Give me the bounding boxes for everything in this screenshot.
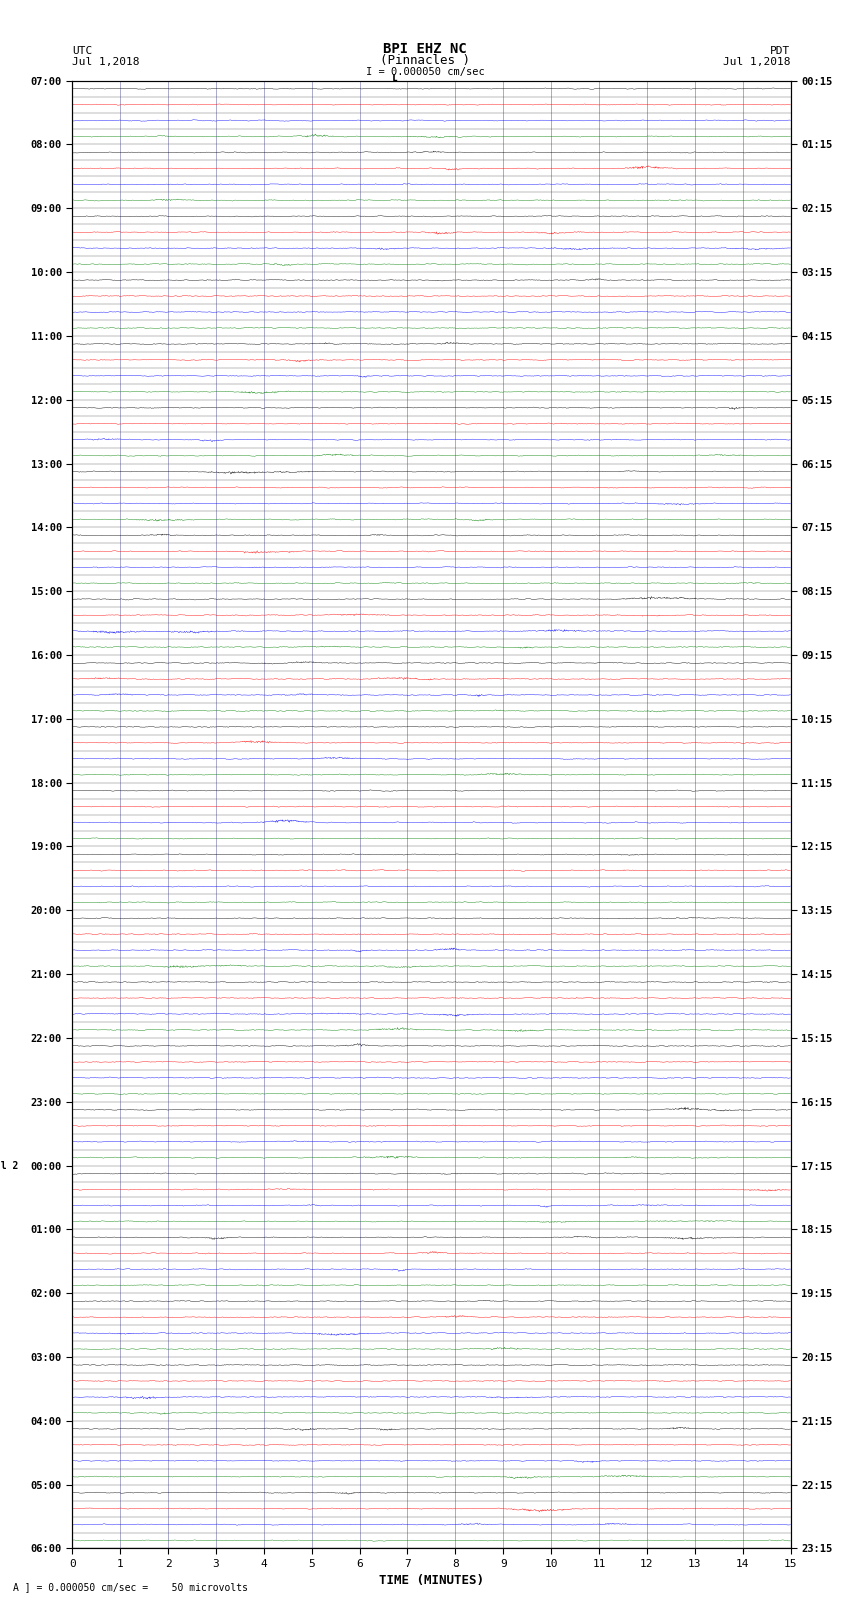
Text: Jul 1,2018: Jul 1,2018	[723, 56, 791, 66]
Text: UTC: UTC	[72, 45, 93, 56]
Text: Jul 1,2018: Jul 1,2018	[72, 56, 139, 66]
Text: BPI EHZ NC: BPI EHZ NC	[383, 42, 467, 56]
X-axis label: TIME (MINUTES): TIME (MINUTES)	[379, 1574, 484, 1587]
Text: Jul 2: Jul 2	[0, 1161, 19, 1171]
Text: A ] = 0.000050 cm/sec =    50 microvolts: A ] = 0.000050 cm/sec = 50 microvolts	[13, 1582, 247, 1592]
Text: PDT: PDT	[770, 45, 790, 56]
Text: (Pinnacles ): (Pinnacles )	[380, 53, 470, 66]
Text: I = 0.000050 cm/sec: I = 0.000050 cm/sec	[366, 68, 484, 77]
